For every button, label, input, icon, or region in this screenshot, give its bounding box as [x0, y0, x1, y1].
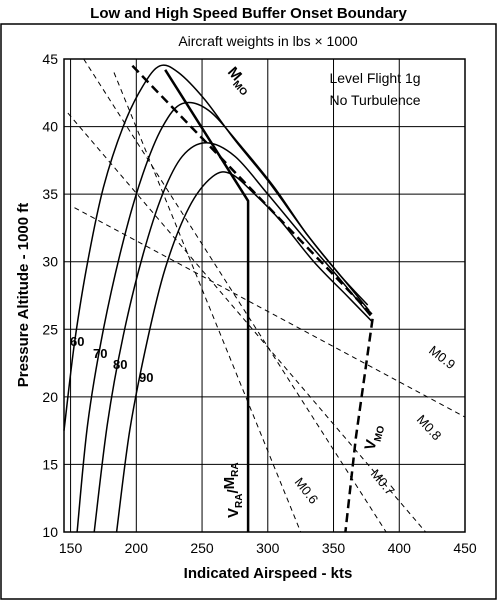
- chart-subtitle: Aircraft weights in lbs × 1000: [178, 33, 358, 49]
- weight-curve: [93, 142, 371, 533]
- y-tick-label: 40: [42, 119, 58, 135]
- chart-title: Low and High Speed Buffer Onset Boundary: [90, 5, 407, 22]
- y-tick-label: 30: [42, 254, 58, 270]
- vmo-mmo-line: [131, 64, 375, 533]
- mach-lines: [67, 58, 466, 533]
- weight-curves: [63, 64, 373, 533]
- x-axis-title: Indicated Airspeed - kts: [184, 565, 353, 582]
- weight-label: 90: [139, 370, 153, 385]
- plot-frame: [63, 58, 466, 533]
- weight-label: 60: [70, 334, 84, 349]
- note-line-1: Level Flight 1g: [329, 70, 420, 86]
- weight-label: 70: [93, 346, 107, 361]
- outer-frame: [0, 23, 497, 600]
- tick-labels: 150 200 250 300 350 400 450 10 15 20 25 30 35 40 45: [42, 51, 476, 556]
- limit-lines: [131, 64, 375, 533]
- y-tick-label: 45: [42, 51, 58, 67]
- y-axis-title: Pressure Altitude - 1000 ft: [15, 203, 32, 388]
- vra-mra-line: [164, 69, 250, 532]
- mach-line: [113, 72, 302, 533]
- y-tick-label: 25: [42, 321, 58, 337]
- x-tick-label: 400: [388, 540, 412, 556]
- x-tick-label: 450: [453, 540, 477, 556]
- note-line-2: No Turbulence: [329, 92, 420, 108]
- weight-curve: [115, 171, 373, 533]
- y-tick-label: 15: [42, 456, 58, 472]
- mach-line: [74, 207, 466, 418]
- mach-line: [83, 58, 387, 533]
- x-tick-label: 350: [322, 540, 346, 556]
- x-tick-label: 150: [59, 540, 83, 556]
- vmo-label: VMO: [362, 422, 388, 452]
- y-tick-label: 20: [42, 389, 58, 405]
- x-tick-label: 200: [125, 540, 149, 556]
- x-tick-label: 250: [190, 540, 214, 556]
- y-tick-label: 10: [42, 524, 58, 540]
- weight-label: 80: [113, 357, 127, 372]
- x-tick-label: 300: [256, 540, 280, 556]
- vra-mra-label: VRA/MRA: [221, 462, 245, 518]
- y-tick-label: 35: [42, 186, 58, 202]
- mach-line: [67, 112, 426, 533]
